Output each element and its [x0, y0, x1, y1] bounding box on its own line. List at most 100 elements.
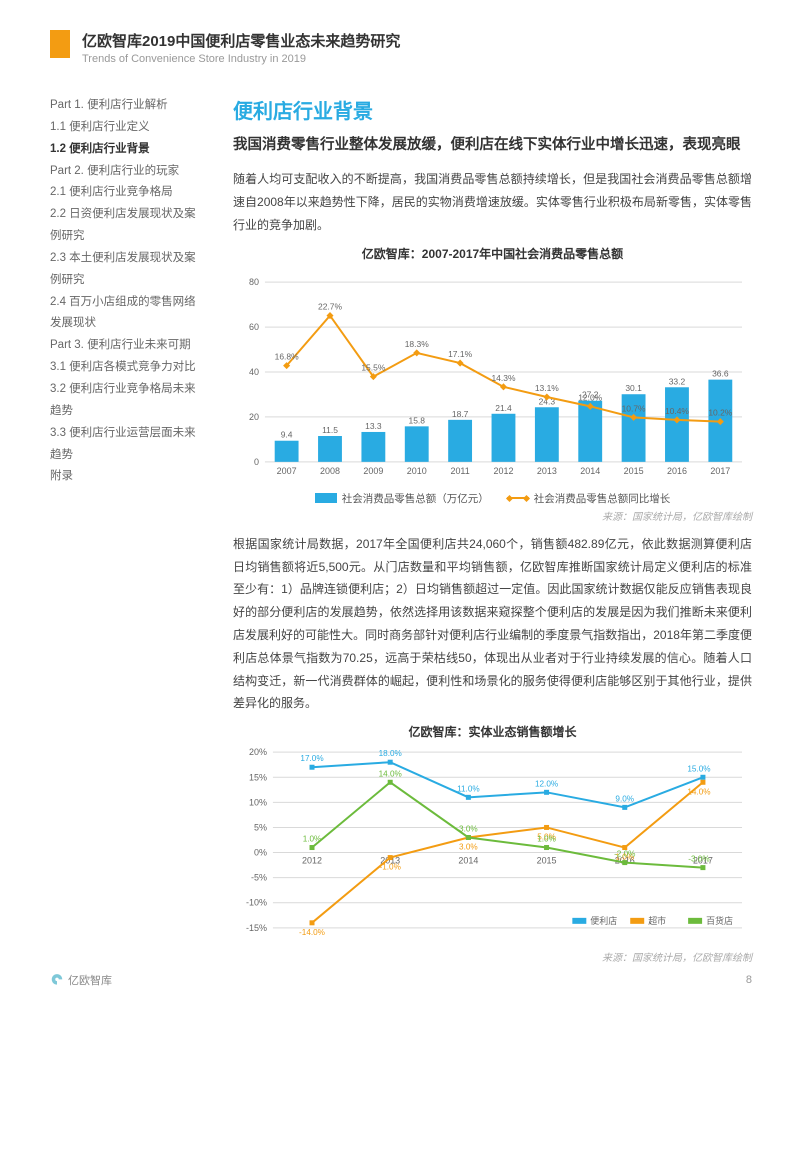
svg-text:2013: 2013: [537, 466, 557, 476]
svg-text:1.0%: 1.0%: [537, 835, 556, 844]
svg-text:40: 40: [249, 367, 259, 377]
svg-text:15.0%: 15.0%: [687, 765, 710, 774]
svg-text:20: 20: [249, 412, 259, 422]
svg-text:-3.0%: -3.0%: [688, 855, 709, 864]
page-number: 8: [746, 974, 752, 986]
section-title: 便利店行业背景: [233, 95, 752, 124]
svg-text:-1.0%: -1.0%: [380, 863, 401, 872]
toc-item[interactable]: 附录: [50, 466, 205, 488]
line-swatch-icon: [507, 497, 529, 499]
toc-item[interactable]: Part 1. 便利店行业解析: [50, 95, 205, 117]
svg-text:-10%: -10%: [246, 898, 267, 908]
svg-text:16.8%: 16.8%: [275, 351, 299, 361]
svg-text:13.3: 13.3: [365, 421, 382, 431]
svg-text:2014: 2014: [458, 856, 478, 866]
chart2-source: 来源：国家统计局，亿欧智库绘制: [233, 949, 752, 964]
svg-text:2014: 2014: [580, 466, 600, 476]
svg-text:百货店: 百货店: [706, 915, 733, 926]
svg-text:17.1%: 17.1%: [448, 349, 472, 359]
svg-text:超市: 超市: [648, 915, 666, 926]
svg-text:10.4%: 10.4%: [665, 406, 689, 416]
bar-swatch-icon: [315, 493, 337, 503]
chart1-source: 来源：国家统计局，亿欧智库绘制: [233, 508, 752, 523]
svg-text:2008: 2008: [320, 466, 340, 476]
svg-text:-15%: -15%: [246, 923, 267, 933]
svg-text:2012: 2012: [302, 856, 322, 866]
svg-text:14.0%: 14.0%: [379, 770, 402, 779]
svg-text:18.0%: 18.0%: [379, 749, 402, 758]
svg-text:20%: 20%: [249, 747, 267, 757]
svg-text:11.0%: 11.0%: [457, 785, 480, 794]
toc-item[interactable]: 2.2 日资便利店发展现状及案例研究: [50, 204, 205, 248]
toc-item[interactable]: 1.1 便利店行业定义: [50, 117, 205, 139]
svg-text:14.0%: 14.0%: [687, 787, 710, 796]
svg-text:12.0%: 12.0%: [535, 780, 558, 789]
svg-text:-5%: -5%: [251, 873, 267, 883]
chart2-svg: -15%-10%-5%0%5%10%15%20%2012201320142015…: [233, 742, 752, 942]
svg-text:36.6: 36.6: [712, 369, 729, 379]
svg-text:2009: 2009: [363, 466, 383, 476]
svg-text:5%: 5%: [254, 823, 267, 833]
doc-title-en: Trends of Convenience Store Industry in …: [82, 53, 400, 65]
svg-text:2011: 2011: [450, 466, 469, 476]
svg-text:1.0%: 1.0%: [303, 835, 322, 844]
svg-text:便利店: 便利店: [590, 915, 617, 926]
toc-item[interactable]: 3.3 便利店行业运营层面未来趋势: [50, 423, 205, 467]
toc-item[interactable]: 2.1 便利店行业竞争格局: [50, 182, 205, 204]
page-container: 亿欧智库2019中国便利店零售业态未来趋势研究 Trends of Conven…: [0, 0, 802, 1008]
svg-text:17.0%: 17.0%: [300, 754, 323, 763]
svg-text:18.3%: 18.3%: [405, 339, 429, 349]
svg-text:60: 60: [249, 322, 259, 332]
chart1-title: 亿欧智库：2007-2017年中国社会消费品零售总额: [233, 245, 752, 262]
svg-text:15%: 15%: [249, 772, 267, 782]
svg-text:-14.0%: -14.0%: [299, 928, 325, 937]
toc-item[interactable]: Part 2. 便利店行业的玩家: [50, 161, 205, 183]
svg-text:15.8: 15.8: [408, 415, 425, 425]
chart2: -15%-10%-5%0%5%10%15%20%2012201320142015…: [233, 742, 752, 947]
chart1-svg: 0204060809.4200711.5200813.3200915.82010…: [233, 264, 752, 484]
svg-text:21.4: 21.4: [495, 403, 512, 413]
toc-item[interactable]: 1.2 便利店行业背景: [50, 139, 205, 161]
chart1-legend-bar: 社会消费品零售总额（万亿元）: [315, 491, 489, 506]
svg-text:80: 80: [249, 277, 259, 287]
chart1-legend-bar-label: 社会消费品零售总额（万亿元）: [342, 491, 489, 506]
svg-text:10%: 10%: [249, 798, 267, 808]
svg-text:15.5%: 15.5%: [361, 363, 385, 373]
chart1-legend: 社会消费品零售总额（万亿元） 社会消费品零售总额同比增长: [233, 491, 752, 506]
toc-item[interactable]: 3.1 便利店各模式竞争力对比: [50, 357, 205, 379]
svg-text:22.7%: 22.7%: [318, 301, 342, 311]
svg-text:10.7%: 10.7%: [622, 403, 646, 413]
chart1: 0204060809.4200711.5200813.3200915.82010…: [233, 264, 752, 489]
main-content: 便利店行业背景 我国消费零售行业整体发展放缓，便利店在线下实体行业中增长迅速，表…: [233, 95, 752, 964]
toc-item[interactable]: 2.3 本土便利店发展现状及案例研究: [50, 248, 205, 292]
header-accent-block: [50, 30, 70, 58]
table-of-contents: Part 1. 便利店行业解析1.1 便利店行业定义1.2 便利店行业背景Par…: [50, 95, 205, 964]
svg-text:10.2%: 10.2%: [708, 407, 732, 417]
svg-text:3.0%: 3.0%: [459, 825, 478, 834]
chart2-title: 亿欧智库：实体业态销售额增长: [233, 723, 752, 740]
svg-text:13.1%: 13.1%: [535, 383, 559, 393]
svg-text:30.1: 30.1: [625, 383, 642, 393]
chart1-legend-line: 社会消费品零售总额同比增长: [507, 491, 671, 506]
toc-item[interactable]: 2.4 百万小店组成的零售网络发展现状: [50, 292, 205, 336]
svg-text:14.3%: 14.3%: [491, 373, 515, 383]
doc-title-cn: 亿欧智库2019中国便利店零售业态未来趋势研究: [82, 30, 400, 51]
svg-text:9.0%: 9.0%: [615, 795, 634, 804]
body-row: Part 1. 便利店行业解析1.1 便利店行业定义1.2 便利店行业背景Par…: [50, 95, 752, 964]
paragraph-1: 随着人均可支配收入的不断提高，我国消费品零售总额持续增长，但是我国社会消费品零售…: [233, 168, 752, 236]
page-header: 亿欧智库2019中国便利店零售业态未来趋势研究 Trends of Conven…: [50, 30, 752, 65]
svg-text:9.4: 9.4: [281, 430, 293, 440]
svg-text:2017: 2017: [710, 466, 730, 476]
svg-text:2007: 2007: [277, 466, 297, 476]
svg-text:33.2: 33.2: [669, 376, 686, 386]
svg-text:2016: 2016: [667, 466, 687, 476]
svg-text:12.0%: 12.0%: [578, 392, 602, 402]
svg-text:0%: 0%: [254, 848, 267, 858]
svg-text:2012: 2012: [494, 466, 514, 476]
svg-text:3.0%: 3.0%: [459, 843, 478, 852]
brand-icon: [50, 973, 64, 987]
toc-item[interactable]: 3.2 便利店行业竞争格局未来趋势: [50, 379, 205, 423]
svg-text:2010: 2010: [407, 466, 427, 476]
header-text: 亿欧智库2019中国便利店零售业态未来趋势研究 Trends of Conven…: [82, 30, 400, 65]
toc-item[interactable]: Part 3. 便利店行业未来可期: [50, 335, 205, 357]
